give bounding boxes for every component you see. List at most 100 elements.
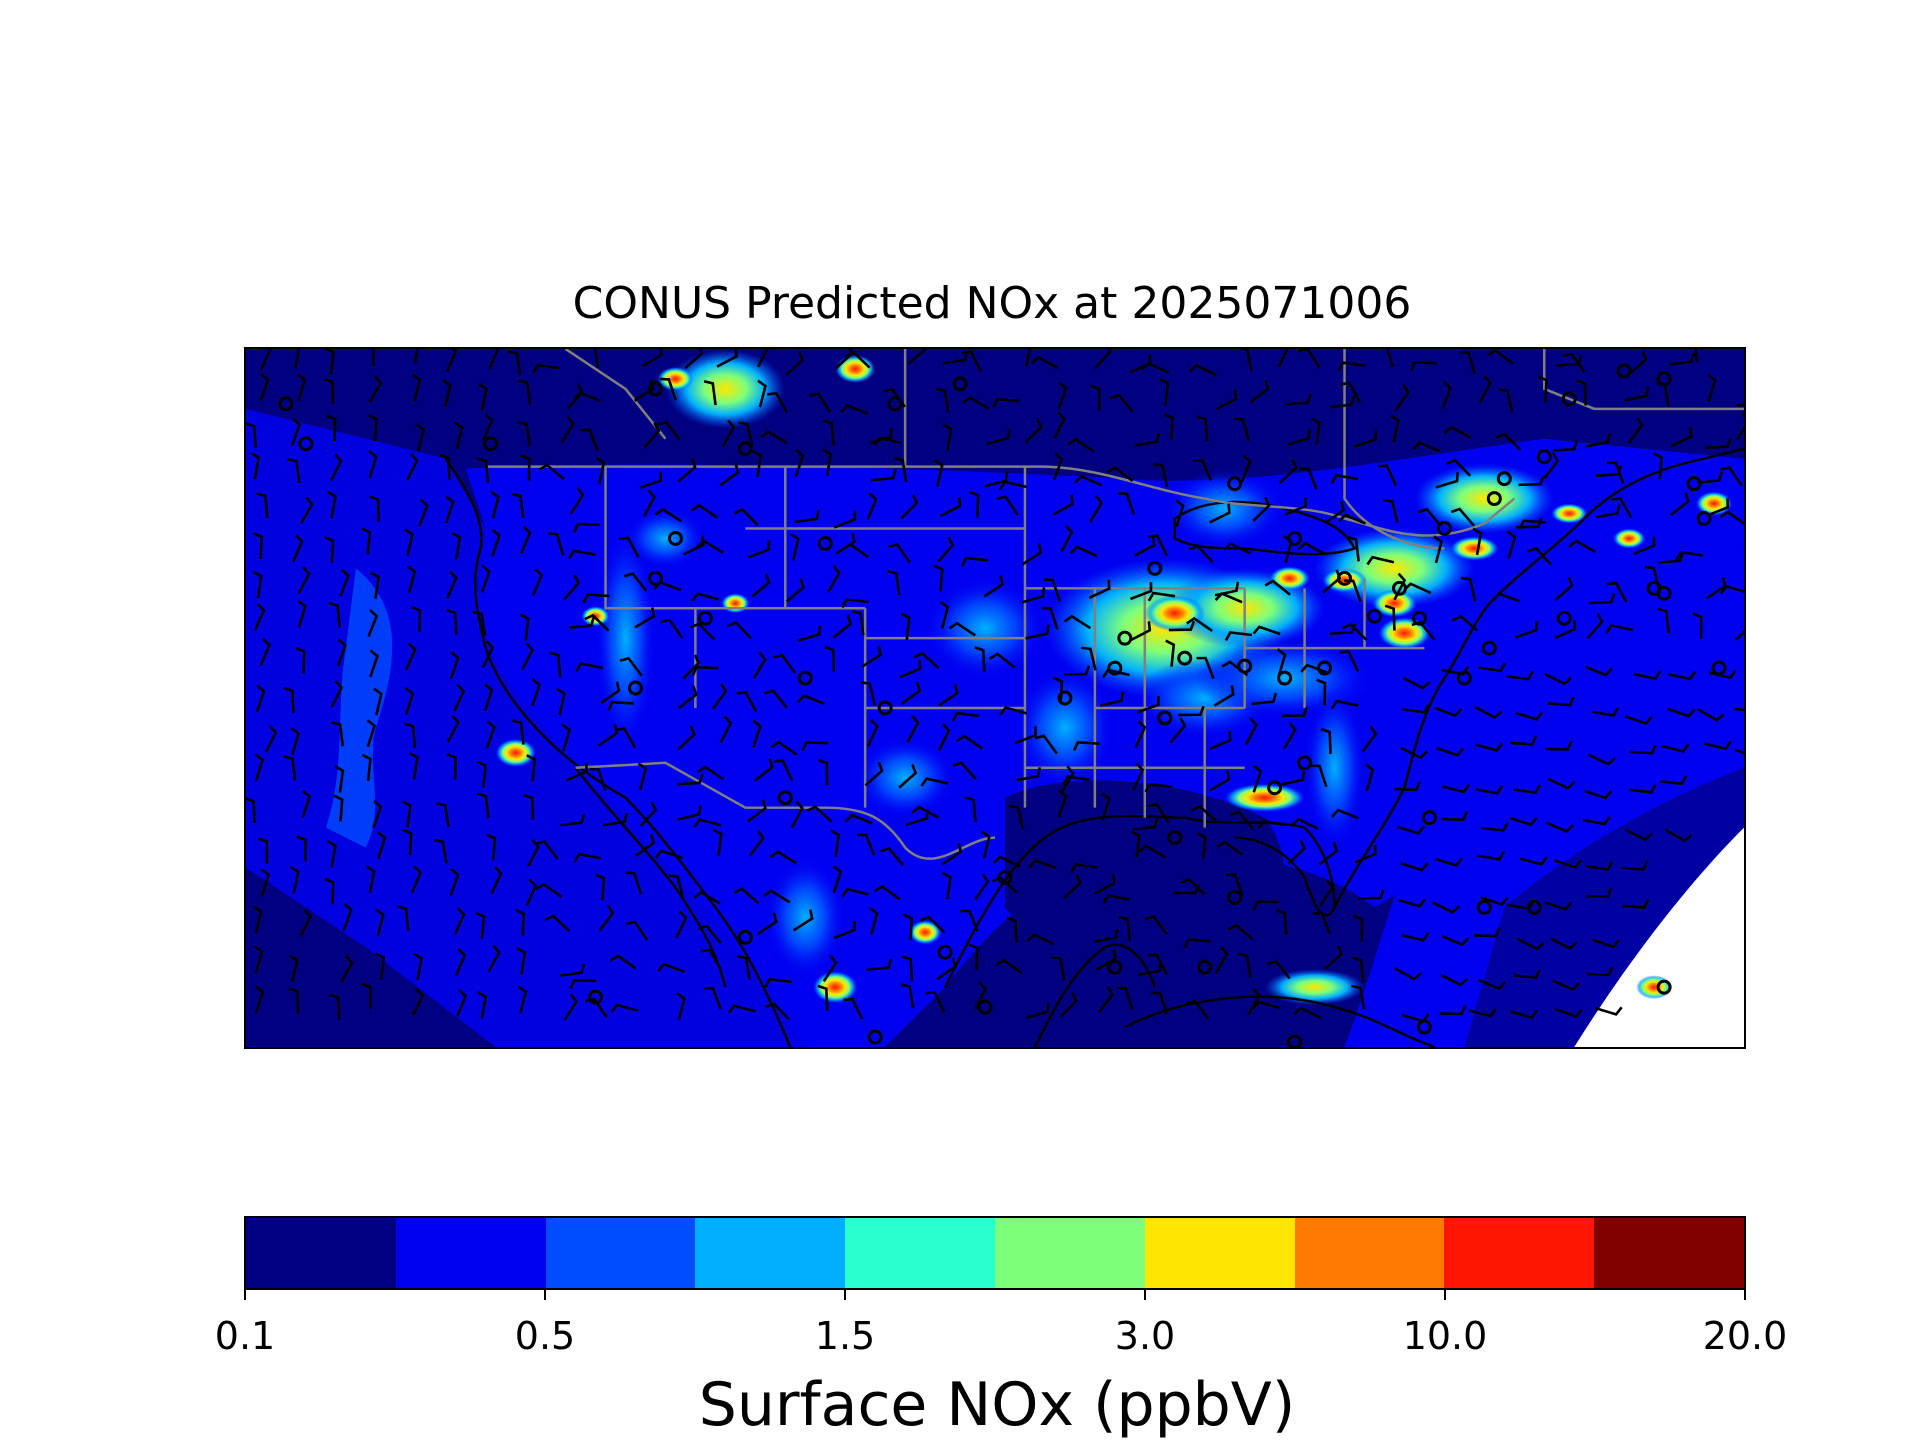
wind-barb [584,613,610,632]
wind-barb [488,349,500,370]
colorbar-segment [1144,1218,1295,1288]
wind-barb [1417,507,1442,528]
wind-barb [1344,579,1362,603]
canada-provinces [564,349,1744,550]
wind-barb [525,878,538,907]
wind-barb [1251,1000,1280,1010]
wind-barb [902,913,913,941]
wind-barb [563,574,581,601]
colorbar-tick [1144,1290,1146,1300]
wind-barb [1549,937,1578,950]
baja-coastline [574,767,727,988]
station-marker [627,680,643,696]
wind-barb [1095,949,1117,972]
wind-barb [1353,914,1364,942]
wind-barb [960,909,979,932]
wind-barb [411,605,422,633]
wind-barb [1060,524,1074,553]
wind-barb [1591,707,1620,717]
wind-barb [254,985,265,1014]
wind-barb [642,349,664,367]
gulf-coastline [943,814,1336,988]
wind-barb [703,379,717,406]
wind-barb [942,423,953,451]
wind-barb [1233,417,1250,442]
wind-barb [844,813,873,825]
wind-barb [822,448,833,476]
wind-barb [682,654,701,680]
wind-barb [790,532,800,561]
wind-barb [517,985,528,1014]
wind-barb [1652,452,1663,480]
wind-barb [1694,349,1699,363]
wind-barb [639,471,663,489]
wind-barb [1008,804,1025,830]
wind-barb [1475,784,1504,795]
wind-barb [527,839,540,867]
wind-barb [995,958,1023,975]
station-marker [588,989,604,1005]
wind-barb [1057,381,1068,410]
wind-barb [935,387,950,413]
station-marker [1227,476,1243,492]
wind-barb [992,397,1020,408]
wind-barb [1169,717,1187,744]
wind-barb [595,873,606,901]
wind-barb [299,909,313,937]
wind-barb [523,793,535,820]
wind-barb [436,802,450,828]
wind-barb [920,777,949,787]
wind-barb [264,724,278,753]
colorbar-tick [244,1290,246,1300]
station-marker [1317,660,1333,676]
wind-barb [442,379,452,407]
wind-barb [1435,471,1459,489]
wind-barb [449,651,460,680]
wind-barb [1552,440,1579,452]
wind-barb [654,849,683,860]
wind-barb [402,828,413,856]
wind-barb [1052,452,1064,481]
wind-barb [642,489,656,518]
wind-barb [1342,622,1368,641]
nodata-corner [1574,827,1744,1047]
wind-barb [365,865,376,894]
wind-barb [851,609,865,636]
wind-barb [866,719,879,747]
wind-barb [1627,417,1644,444]
wind-barb [1227,923,1254,941]
wind-barb [1320,727,1332,754]
wind-barb [1352,956,1365,983]
colorbar-segment [395,1218,546,1288]
wind-barb [439,453,451,481]
wind-barb [733,887,760,905]
wind-barb [403,722,417,749]
wind-barb [911,805,940,819]
wind-barb [992,875,1018,894]
station-marker [1421,810,1437,826]
wind-barb [446,753,457,780]
wind-barb [1324,945,1344,970]
wind-barb [1118,915,1132,942]
wind-barb [1400,861,1429,872]
wind-barb [693,890,721,905]
wind-barb [871,469,897,482]
station-marker [1486,491,1502,507]
wind-barb [1719,510,1744,526]
wind-barb [1552,979,1581,992]
colorbar-segment [845,1218,995,1288]
wind-barb [832,614,853,639]
wind-barb [526,754,537,782]
wind-barb [1285,393,1312,406]
wind-barb [1337,361,1365,372]
wind-barb [1477,850,1506,861]
wind-barb [1137,695,1160,714]
nox-map [246,349,1744,1047]
wind-barb [1692,612,1703,639]
yucatan-coastline [1033,943,1156,1047]
wind-barb [531,678,542,707]
station-marker [1656,979,1672,995]
station-marker [1416,1019,1432,1035]
wind-barb [833,920,856,940]
wind-barb [939,600,950,629]
